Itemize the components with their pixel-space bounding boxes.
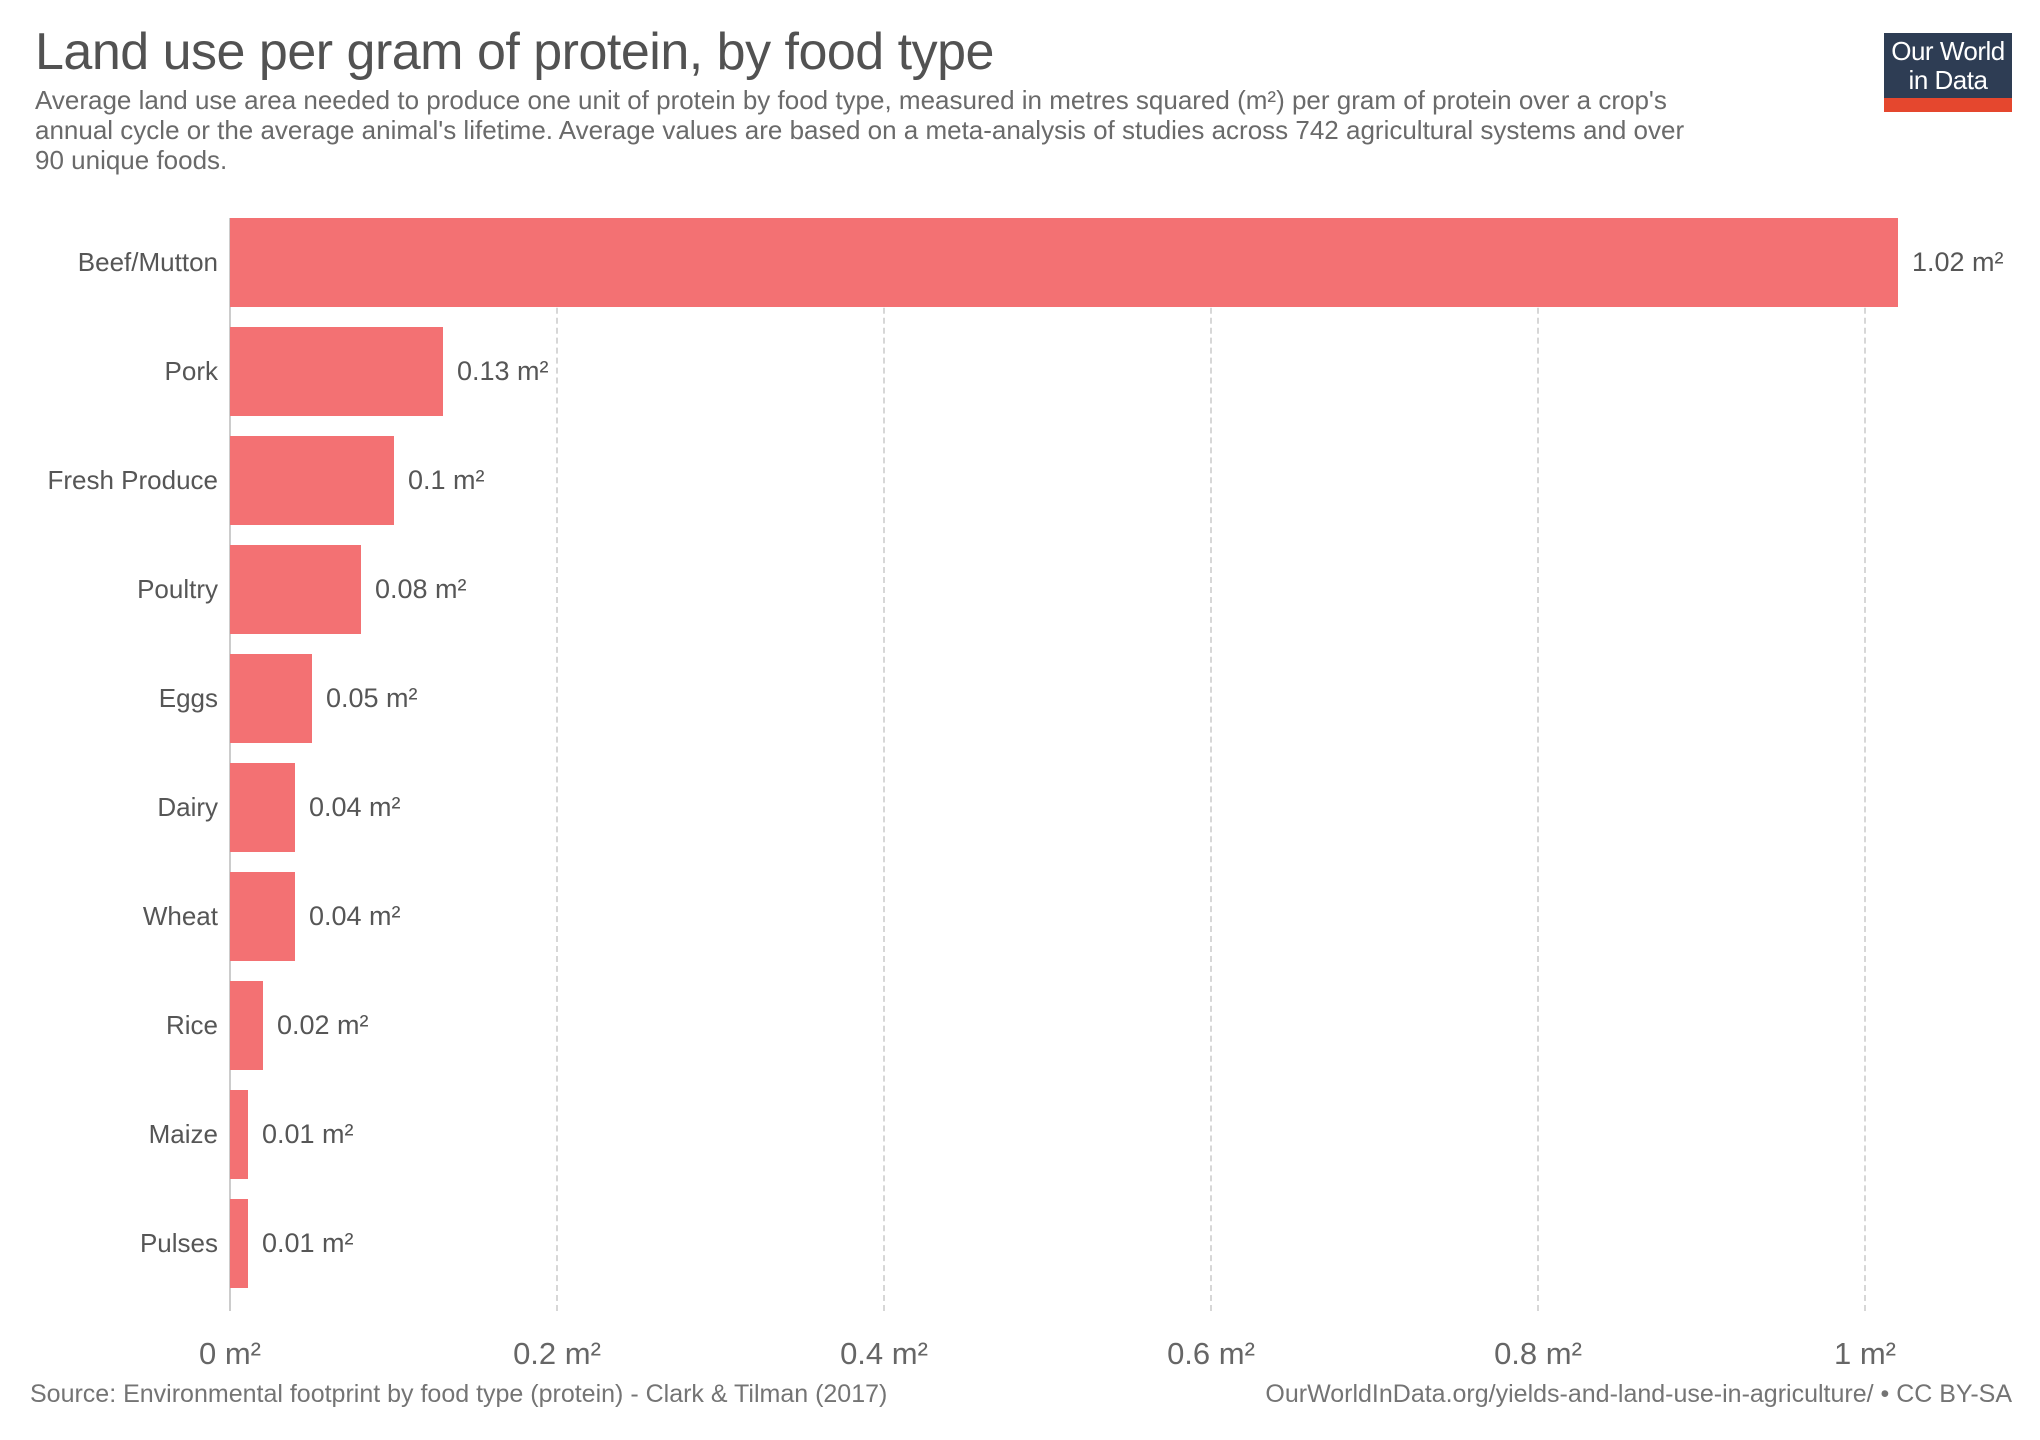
x-tick-label: 0.4 m² bbox=[840, 1336, 928, 1371]
gridline bbox=[556, 218, 558, 1311]
bar[interactable] bbox=[230, 1090, 248, 1179]
value-label: 0.02 m² bbox=[277, 1010, 369, 1040]
bar[interactable] bbox=[230, 327, 443, 416]
owid-logo-accent-bar bbox=[1884, 98, 2012, 112]
value-label: 0.13 m² bbox=[457, 356, 549, 386]
category-label: Poultry bbox=[137, 574, 218, 604]
category-label: Dairy bbox=[157, 792, 218, 822]
gridline bbox=[1537, 218, 1539, 1311]
bar[interactable] bbox=[230, 981, 263, 1070]
category-label: Fresh Produce bbox=[47, 465, 218, 495]
bar[interactable] bbox=[230, 1199, 248, 1288]
category-label: Maize bbox=[148, 1119, 218, 1149]
chart-title: Land use per gram of protein, by food ty… bbox=[35, 23, 994, 81]
value-label: 0.04 m² bbox=[309, 901, 401, 931]
x-tick-label: 0.8 m² bbox=[1494, 1336, 1582, 1371]
subtitle-line: Average land use area needed to produce … bbox=[35, 85, 1667, 115]
value-label: 0.04 m² bbox=[309, 792, 401, 822]
category-label: Rice bbox=[165, 1010, 218, 1040]
value-label: 0.01 m² bbox=[262, 1119, 354, 1149]
x-tick-label: 0 m² bbox=[199, 1336, 261, 1371]
subtitle-line: annual cycle or the average animal's lif… bbox=[35, 115, 1685, 145]
chart-subtitle: Average land use area needed to produce … bbox=[35, 85, 1875, 175]
attribution-note: OurWorldInData.org/yields-and-land-use-i… bbox=[1265, 1380, 2012, 1408]
bar[interactable] bbox=[230, 872, 295, 961]
owid-logo-line1: Our World bbox=[1891, 35, 2005, 66]
x-tick-label: 1 m² bbox=[1834, 1336, 1896, 1371]
gridline bbox=[883, 218, 885, 1311]
category-label: Pork bbox=[164, 356, 218, 386]
value-label: 0.1 m² bbox=[408, 465, 485, 495]
value-label: 1.02 m² bbox=[1912, 247, 2004, 277]
bar[interactable] bbox=[230, 763, 295, 852]
category-label: Pulses bbox=[139, 1228, 218, 1258]
source-note: Source: Environmental footprint by food … bbox=[30, 1380, 888, 1408]
category-label: Eggs bbox=[158, 683, 218, 713]
owid-logo: Our World in Data bbox=[1884, 33, 2012, 112]
x-tick-label: 0.2 m² bbox=[513, 1336, 601, 1371]
x-tick-label: 0.6 m² bbox=[1167, 1336, 1255, 1371]
gridline bbox=[1210, 218, 1212, 1311]
owid-logo-text: Our World in Data bbox=[1884, 33, 2012, 98]
value-label: 0.01 m² bbox=[262, 1228, 354, 1258]
bar[interactable] bbox=[230, 654, 312, 743]
category-label: Wheat bbox=[142, 901, 218, 931]
value-label: 0.08 m² bbox=[375, 574, 467, 604]
subtitle-line: 90 unique foods. bbox=[35, 145, 228, 175]
bar[interactable] bbox=[230, 545, 361, 634]
value-label: 0.05 m² bbox=[326, 683, 418, 713]
bar[interactable] bbox=[230, 218, 1898, 307]
bar[interactable] bbox=[230, 436, 394, 525]
owid-logo-line2: in Data bbox=[1908, 64, 1988, 95]
gridline bbox=[1864, 218, 1866, 1311]
category-label: Beef/Mutton bbox=[77, 247, 218, 277]
